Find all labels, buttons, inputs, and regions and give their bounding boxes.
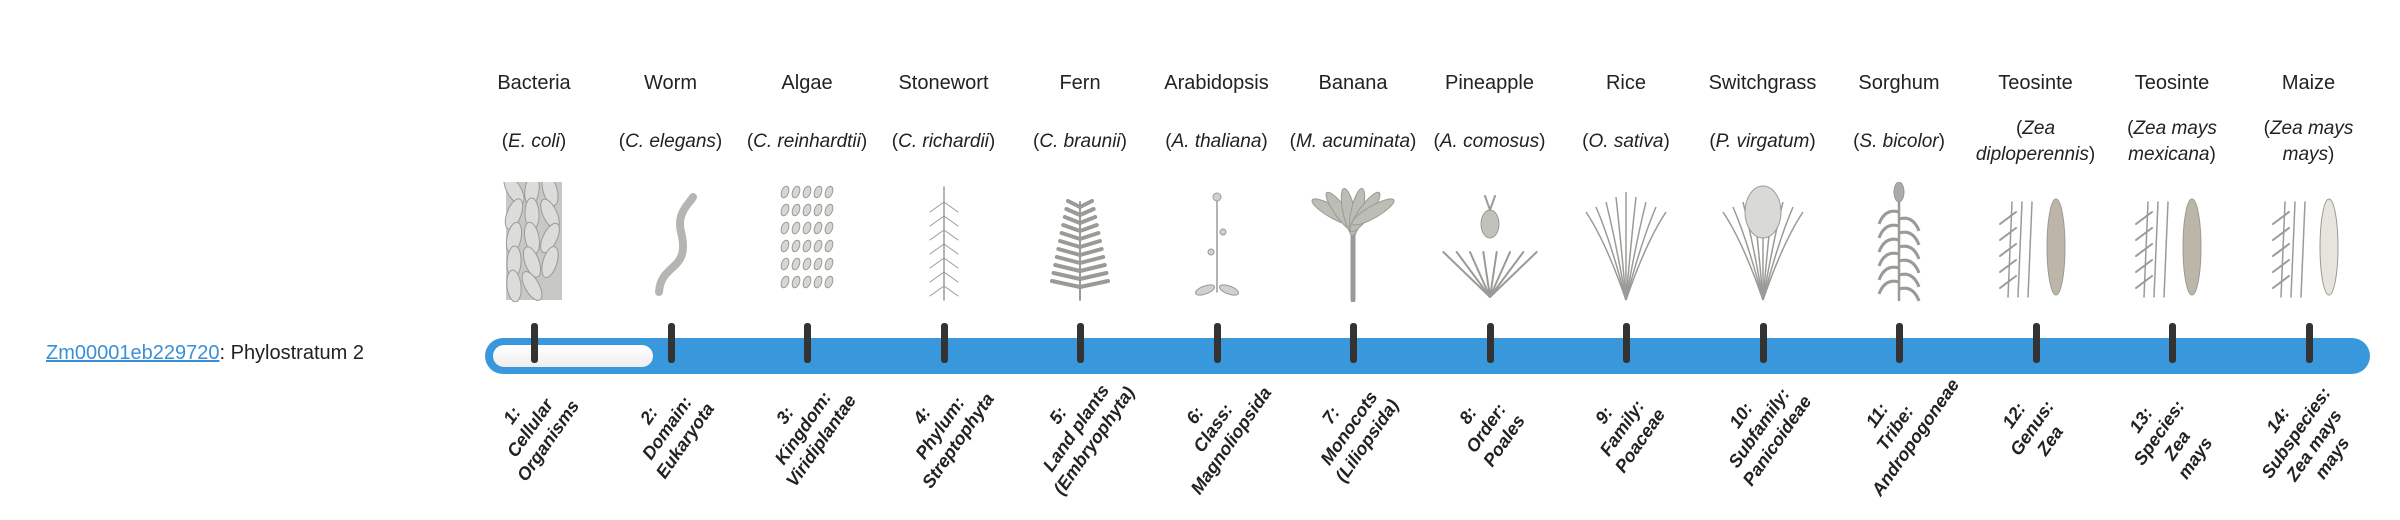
stratum-tick bbox=[1350, 323, 1357, 363]
stratum-label: 11: Tribe: Andropogoneae bbox=[1831, 356, 1963, 500]
organism-common-name: Banana bbox=[1318, 72, 1388, 94]
pineapple-illustration-icon bbox=[1441, 195, 1538, 298]
organism-scientific-name: Zea mays mexicana bbox=[2106, 110, 2238, 174]
organism-scientific-name: C. richardii bbox=[878, 110, 1010, 174]
organism-common-name: Pineapple bbox=[1445, 72, 1534, 94]
stratum-tick bbox=[804, 323, 811, 363]
organism-common-name: Worm bbox=[644, 72, 697, 94]
stratum-tick bbox=[2305, 323, 2313, 363]
phylostratum-bar bbox=[485, 338, 2370, 374]
organism-scientific-name: C. reinhardtii bbox=[741, 110, 873, 174]
organism-common-name: Rice bbox=[1605, 72, 1646, 94]
maize-illustration-icon bbox=[2271, 198, 2338, 298]
stonewort-illustration-icon bbox=[929, 186, 958, 301]
stratum-label: 2: Domain: Eukaryota bbox=[602, 356, 731, 500]
stratum-tick bbox=[1623, 323, 1630, 363]
stratum-tick bbox=[1486, 323, 1494, 363]
organism-column: Pineapple A. comosus bbox=[1424, 66, 1556, 302]
organism-common-name: Teosinte bbox=[1998, 72, 2073, 94]
gene-link[interactable]: Zm00001eb229720 bbox=[46, 342, 220, 364]
organism-scientific-name: E. coli bbox=[468, 110, 600, 174]
stratum-label: 9: Family: Poaceae bbox=[1558, 356, 1687, 500]
fern-illustration-icon bbox=[1050, 199, 1110, 301]
phylostratum-fill bbox=[493, 345, 653, 367]
organism-common-name: Arabidopsis bbox=[1164, 72, 1269, 94]
stratum-label: 5: Land plants (Embryophyta) bbox=[1012, 356, 1141, 500]
stratum-label: 3: Kingdom: Viridiplantae bbox=[739, 356, 868, 500]
stratum-label: 1: Cellular Organisms bbox=[466, 356, 595, 500]
sorghum-illustration-icon bbox=[1877, 182, 1921, 302]
bacteria-illustration-icon bbox=[503, 182, 562, 302]
organism-column: Fern C. braunii bbox=[1014, 66, 1146, 302]
organism-column: Bacteria E. coli bbox=[468, 66, 600, 302]
stratum-label: 13: Species: Zea mays bbox=[2095, 361, 2242, 518]
worm-illustration-icon bbox=[654, 193, 697, 296]
organism-column: Algae C. reinhardtii bbox=[741, 66, 873, 302]
stratum-label: 12: Genus: Zea bbox=[1967, 356, 2096, 500]
organism-scientific-name: Zea diploperennis bbox=[1970, 110, 2102, 174]
stratum-tick bbox=[940, 323, 948, 363]
organism-column: Maize Zea mays mays bbox=[2243, 66, 2375, 302]
organism-common-name: Stonewort bbox=[898, 72, 989, 94]
organism-column: Sorghum S. bicolor bbox=[1833, 66, 1965, 302]
stratum-tick bbox=[667, 323, 675, 363]
stratum-label: 4: Phylum: Streptophyta bbox=[875, 356, 1004, 500]
organism-common-name: Fern bbox=[1059, 72, 1101, 94]
organism-common-name: Sorghum bbox=[1858, 72, 1940, 94]
algae-illustration-icon bbox=[780, 185, 834, 289]
stratum-label: 7: Monocots (Liliopsida) bbox=[1285, 356, 1414, 500]
stratum-label: 10: Subfamily: Panicoideae bbox=[1694, 356, 1823, 500]
stratum-tick bbox=[1077, 323, 1084, 363]
teosinte-illustration-icon bbox=[1998, 198, 2065, 298]
organism-common-name: Algae bbox=[781, 72, 833, 94]
organism-scientific-name: A. comosus bbox=[1424, 110, 1556, 174]
phylostratum-text: : Phylostratum 2 bbox=[219, 342, 364, 364]
organism-column: Worm C. elegans bbox=[605, 66, 737, 302]
organism-scientific-name: S. bicolor bbox=[1833, 110, 1965, 174]
arabidopsis-illustration-icon bbox=[1194, 192, 1239, 296]
organism-scientific-name: Zea mays mays bbox=[2243, 110, 2375, 174]
stratum-tick bbox=[1213, 323, 1221, 363]
organism-column: Banana M. acuminata bbox=[1287, 66, 1419, 302]
organism-common-name: Maize bbox=[2281, 72, 2336, 94]
banana-illustration-icon bbox=[1311, 187, 1395, 302]
stratum-label: 8: Order: Poales bbox=[1421, 356, 1550, 500]
rice-illustration-icon bbox=[1585, 192, 1667, 301]
organism-scientific-name: C. braunii bbox=[1014, 110, 1146, 174]
switchgrass-illustration-icon bbox=[1721, 185, 1804, 301]
organism-common-name: Switchgrass bbox=[1708, 72, 1817, 94]
stratum-label: 14: Subspecies: Zea mays mays bbox=[2231, 361, 2378, 518]
organism-column: Arabidopsis A. thaliana bbox=[1151, 66, 1283, 302]
organism-common-name: Teosinte bbox=[2134, 72, 2210, 94]
organism-scientific-name: A. thaliana bbox=[1151, 110, 1283, 174]
gene-label: Zm00001eb229720: Phylostratum 2 bbox=[46, 342, 364, 365]
organism-column: Stonewort C. richardii bbox=[878, 66, 1010, 302]
stratum-tick bbox=[2032, 323, 2040, 363]
organism-scientific-name: O. sativa bbox=[1560, 110, 1692, 174]
stratum-tick bbox=[1896, 323, 1903, 363]
stratum-tick bbox=[1759, 323, 1767, 363]
organism-column: Switchgrass P. virgatum bbox=[1697, 66, 1829, 302]
organism-scientific-name: P. virgatum bbox=[1697, 110, 1829, 174]
stratum-tick bbox=[531, 323, 538, 363]
organism-common-name: Bacteria bbox=[497, 72, 571, 94]
stratum-tick bbox=[2169, 323, 2176, 363]
organism-column: Teosinte Zea diploperennis bbox=[1970, 66, 2102, 302]
organism-scientific-name: C. elegans bbox=[605, 110, 737, 174]
stratum-label: 6: Class: Magnoliopsida bbox=[1148, 356, 1277, 500]
organism-column: Teosinte Zea mays mexicana bbox=[2106, 66, 2238, 302]
teosinte-illustration-icon bbox=[2135, 198, 2202, 298]
organism-column: Rice O. sativa bbox=[1560, 66, 1692, 302]
organism-scientific-name: M. acuminata bbox=[1287, 110, 1419, 174]
